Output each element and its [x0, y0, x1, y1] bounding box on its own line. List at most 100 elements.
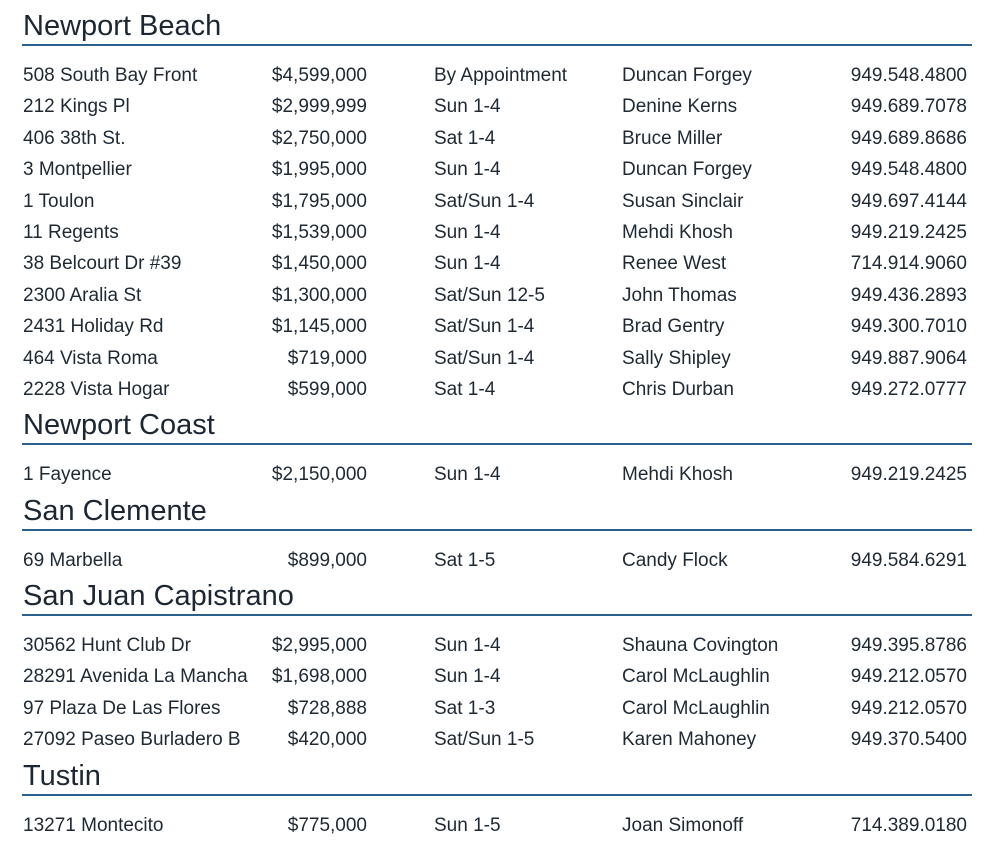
address: 406 38th St.: [23, 127, 126, 149]
open-house-time: Sat/Sun 1-4: [434, 316, 535, 338]
listing-row: 1 Fayence $2,150,000 Sun 1-4 Mehdi Khosh 949…: [0, 459, 985, 490]
listing-rows: 13271 Montecito $775,000 Sun 1-5 Joan Simon…: [0, 796, 985, 841]
price: $775,000: [287, 814, 367, 836]
listing-row: 2228 Vista Hogar $599,000 Sat 1-4 Chris Dur…: [0, 374, 985, 405]
listing-rows: 69 Marbella $899,000 Sat 1-5 Candy Flock 949…: [0, 531, 985, 576]
price: $1,450,000: [271, 253, 367, 275]
open-house-time: Sun 1-4: [434, 666, 501, 688]
listing-row: 406 38th St. $2,750,000 Sat 1-4 Bruce Mille…: [0, 123, 985, 154]
address: 508 South Bay Front: [23, 65, 198, 86]
section: Newport Beach 508 South Bay Front $4,599,0…: [0, 6, 985, 405]
address: 464 Vista Roma: [23, 347, 158, 369]
listing-rows: 30562 Hunt Club Dr $2,995,000 Sun 1-4 Shaun…: [0, 616, 985, 756]
phone: 949.548.4800: [850, 65, 967, 86]
section-title: Newport Coast: [23, 409, 215, 442]
phone: 949.212.0570: [850, 697, 967, 719]
phone: 949.272.0777: [850, 378, 967, 400]
price: $899,000: [287, 549, 367, 571]
section-header: Newport Beach: [22, 6, 972, 46]
listing-row: 30562 Hunt Club Dr $2,995,000 Sun 1-4 Shaun…: [0, 630, 985, 661]
agent: Bruce Miller: [622, 127, 723, 149]
listing-row: 2300 Aralia St $1,300,000 Sat/Sun 12-5 John…: [0, 280, 985, 311]
listing-row: 69 Marbella $899,000 Sat 1-5 Candy Flock 949…: [0, 545, 985, 576]
agent: Shauna Covington: [622, 635, 779, 657]
open-house-time: Sat/Sun 1-4: [434, 347, 535, 369]
agent: Mehdi Khosh: [622, 464, 733, 486]
price: $1,795,000: [271, 190, 367, 212]
phone: 949.887.9064: [850, 347, 967, 369]
agent: Carol McLaughlin: [622, 697, 770, 719]
phone: 949.212.0570: [850, 666, 967, 688]
price: $1,300,000: [271, 284, 367, 306]
phone: 949.370.5400: [850, 729, 967, 751]
section-title: Newport Beach: [23, 10, 222, 42]
price: $2,999,999: [271, 96, 367, 118]
agent: Duncan Forgey: [622, 65, 752, 86]
phone: 949.584.6291: [850, 549, 967, 571]
agent: Susan Sinclair: [622, 190, 744, 212]
open-house-time: Sun 1-4: [434, 635, 501, 657]
listing-row: 11 Regents $1,539,000 Sun 1-4 Mehdi Khosh 94…: [0, 217, 985, 248]
agent: Duncan Forgey: [622, 159, 752, 181]
agent: Brad Gentry: [622, 316, 725, 338]
listing-row: 1 Toulon $1,795,000 Sat/Sun 1-4 Susan Sincl…: [0, 186, 985, 217]
price: $599,000: [287, 378, 367, 400]
open-house-time: Sun 1-4: [434, 159, 501, 181]
price: $1,698,000: [271, 666, 367, 688]
open-house-time: Sat 1-4: [434, 378, 496, 400]
price: $4,599,000: [271, 65, 367, 86]
address: 3 Montpellier: [23, 159, 132, 181]
agent: John Thomas: [622, 284, 737, 306]
price: $2,150,000: [271, 464, 367, 486]
section-header: San Clemente: [22, 491, 972, 531]
open-house-time: Sun 1-4: [434, 253, 501, 275]
open-house-time: Sat/Sun 1-5: [434, 729, 535, 751]
address: 212 Kings Pl: [23, 96, 130, 118]
section: San Clemente 69 Marbella $899,000 Sat 1-5 Ca…: [0, 491, 985, 576]
address: 2300 Aralia St: [23, 284, 142, 306]
address: 30562 Hunt Club Dr: [23, 635, 191, 657]
agent: Sally Shipley: [622, 347, 731, 369]
address: 1 Fayence: [23, 464, 112, 486]
address: 2228 Vista Hogar: [23, 378, 170, 400]
open-house-time: Sat/Sun 12-5: [434, 284, 545, 306]
section-title: San Clemente: [23, 494, 207, 527]
listing-rows: 508 South Bay Front $4,599,000 By Appointm…: [0, 46, 985, 405]
open-house-time: Sun 1-4: [434, 221, 501, 243]
phone: 949.219.2425: [850, 464, 967, 486]
open-house-time: Sat 1-4: [434, 127, 496, 149]
listing-row: 27092 Paseo Burladero B $420,000 Sat/Sun 1…: [0, 724, 985, 755]
listing-row: 13271 Montecito $775,000 Sun 1-5 Joan Simon…: [0, 810, 985, 841]
section: Tustin 13271 Montecito $775,000 Sun 1-5 Joan…: [0, 756, 985, 841]
section-header: Tustin: [22, 756, 972, 796]
price: $420,000: [287, 729, 367, 751]
price: $1,995,000: [271, 159, 367, 181]
section: Newport Coast 1 Fayence $2,150,000 Sun 1-4 M…: [0, 405, 985, 490]
open-house-time: Sun 1-4: [434, 464, 501, 486]
phone: 949.436.2893: [850, 284, 967, 306]
section-header: Newport Coast: [22, 405, 972, 446]
agent: Karen Mahoney: [622, 729, 757, 751]
section-title: San Juan Capistrano: [23, 580, 294, 613]
phone: 949.219.2425: [850, 221, 967, 243]
price: $719,000: [287, 347, 367, 369]
price: $1,539,000: [271, 221, 367, 243]
address: 38 Belcourt Dr #39: [23, 253, 182, 275]
listing-row: 464 Vista Roma $719,000 Sat/Sun 1-4 Sally S…: [0, 343, 985, 374]
address: 11 Regents: [23, 221, 119, 243]
listing-row: 28291 Avenida La Mancha $1,698,000 Sun 1-4…: [0, 661, 985, 692]
address: 2431 Holiday Rd: [23, 316, 164, 338]
listing-row: 508 South Bay Front $4,599,000 By Appointm…: [0, 60, 985, 91]
agent: Chris Durban: [622, 378, 734, 400]
listing-row: 212 Kings Pl $2,999,999 Sun 1-4 Denine Kern…: [0, 91, 985, 122]
address: 13271 Montecito: [23, 814, 164, 836]
listing-row: 38 Belcourt Dr #39 $1,450,000 Sun 1-4 Renee…: [0, 248, 985, 279]
phone: 949.548.4800: [850, 159, 967, 181]
agent: Carol McLaughlin: [622, 666, 770, 688]
address: 69 Marbella: [23, 549, 123, 571]
listing-row: 3 Montpellier $1,995,000 Sun 1-4 Duncan For…: [0, 154, 985, 185]
phone: 949.689.8686: [850, 127, 967, 149]
agent: Candy Flock: [622, 549, 728, 571]
section-header: San Juan Capistrano: [22, 576, 972, 617]
